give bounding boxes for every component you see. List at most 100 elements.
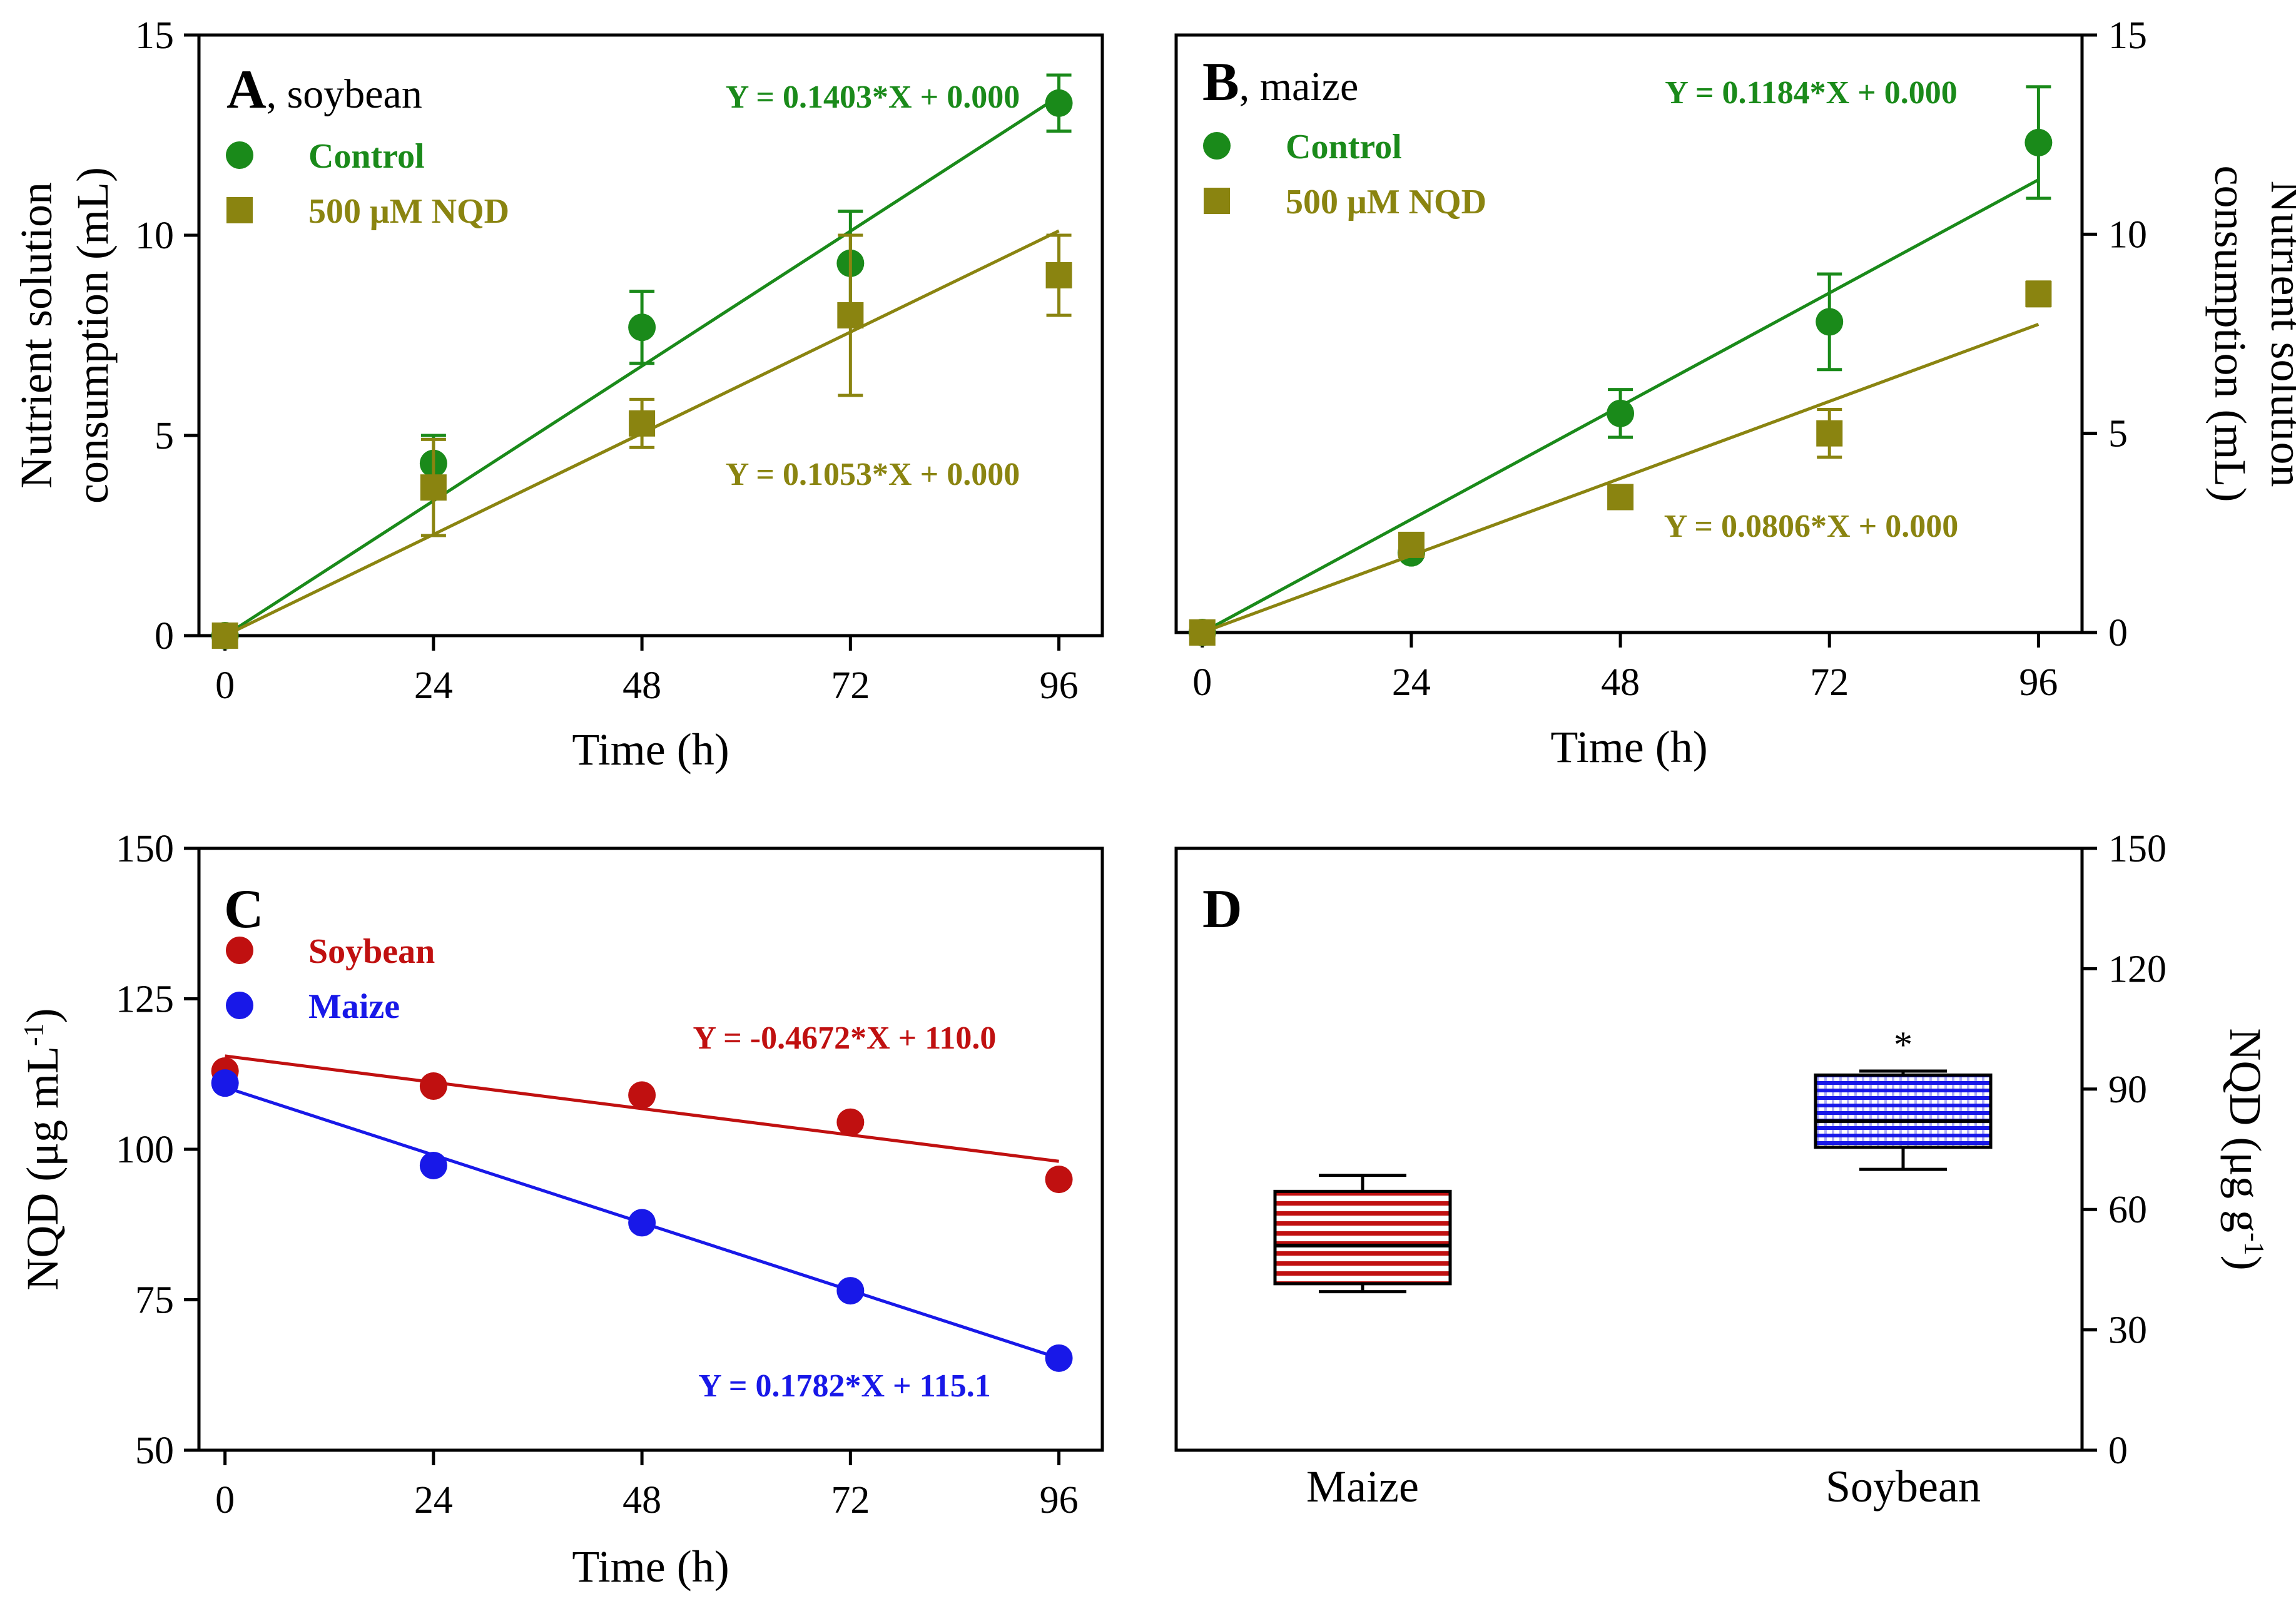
y-axis-title: Nutrient solution (11, 182, 61, 489)
y-axis-title: Nutrient solution (2262, 181, 2296, 487)
y-axis-title: consumption (mL) (2205, 166, 2255, 502)
box-maize (1273, 1189, 1452, 1286)
panel-subtitle: , soybean (267, 71, 422, 117)
plot-frame (1174, 33, 2084, 634)
data-point (837, 302, 864, 328)
panel-c-nqd-depletion: 50 75 100 125 150 0 24 48 72 96 Time (h) C NQD (μg m… (18, 828, 1104, 1592)
data-point (419, 1072, 447, 1100)
y-tick-label: 100 (116, 1129, 174, 1171)
fit-equation: Y = 0.0806*X + 0.000 (1664, 509, 1958, 544)
y-axis-title: NQD (μg g-1) (2220, 1028, 2270, 1270)
category-label: Soybean (1826, 1461, 1981, 1512)
y-tick-label: 10 (2108, 213, 2147, 256)
fit-equation: Y = 0.1053*X + 0.000 (726, 457, 1020, 492)
data-point (1203, 132, 1231, 160)
y-tick-label: 50 (135, 1430, 174, 1472)
x-tick-label: 72 (1810, 661, 1849, 704)
panel-letter: D (1202, 879, 1242, 940)
category-label: Maize (1306, 1461, 1419, 1512)
panel-title: C (224, 879, 264, 940)
fit-equation: Y = 0.1782*X + 115.1 (698, 1368, 991, 1404)
legend-label: Control (1286, 128, 1402, 166)
legend-label: 500 μM NQD (308, 192, 509, 231)
y-tick-label: 75 (135, 1279, 174, 1322)
data-point (1045, 1166, 1073, 1194)
plot-frame (1174, 846, 2084, 1452)
data-point (1607, 484, 1634, 511)
data-point (1045, 1344, 1073, 1372)
panel-title: D (1202, 879, 1242, 940)
x-tick-label: 72 (831, 664, 870, 707)
panel-title: A, soybean (226, 59, 422, 120)
data-point (1398, 531, 1425, 558)
panel-letter: C (224, 879, 264, 940)
data-point (2025, 280, 2052, 307)
y-tick-label: 15 (2108, 14, 2147, 57)
x-tick-label: 0 (1192, 661, 1212, 704)
panel-title: B, maize (1202, 52, 1358, 113)
data-point (2024, 128, 2053, 156)
legend-label: Maize (308, 987, 400, 1026)
data-point (211, 623, 238, 649)
panel-subtitle: , maize (1239, 64, 1359, 109)
x-tick-label: 0 (215, 1479, 235, 1522)
panel-b-maize-consumption: 0 5 10 15 0 24 48 72 96 Time (h) B, maize Nutrient … (1174, 14, 2296, 772)
x-tick-label: 72 (831, 1479, 870, 1522)
data-point (211, 1069, 239, 1097)
x-tick-label: 24 (1392, 661, 1431, 704)
fit-equation: Y = 0.1403*X + 0.000 (726, 79, 1020, 115)
panel-letter: A (226, 59, 267, 120)
data-point (1204, 188, 1230, 214)
x-tick-label: 48 (1601, 661, 1640, 704)
panel-d-nqd-content-boxplot: 0 30 60 90 120 150 D NQD (μg g-1) Maize * Soybean (1174, 828, 2270, 1512)
data-point (1045, 89, 1073, 117)
panel-letter: B (1202, 52, 1239, 113)
data-point (628, 313, 656, 342)
regression-line (224, 94, 1060, 638)
y-tick-label: 150 (2108, 828, 2166, 870)
data-point (629, 410, 656, 437)
data-point (1045, 262, 1072, 288)
x-axis-title: Time (h) (572, 1542, 729, 1592)
y-axis-title: NQD (μg mL-1) (18, 1008, 68, 1290)
y-tick-label: 15 (135, 14, 174, 57)
x-tick-label: 24 (414, 664, 453, 707)
data-point (226, 992, 253, 1019)
y-tick-label: 150 (116, 828, 174, 870)
y-tick-label: 0 (2108, 1430, 2128, 1472)
data-point (226, 141, 253, 169)
data-point (226, 937, 253, 964)
data-point (419, 1151, 447, 1179)
y-tick-label: 90 (2108, 1069, 2147, 1111)
x-tick-label: 48 (622, 664, 661, 707)
data-point (836, 1277, 865, 1305)
y-tick-label: 5 (155, 415, 174, 457)
x-tick-label: 96 (1040, 1479, 1079, 1522)
x-axis-title: Time (h) (572, 724, 729, 775)
data-point (1189, 619, 1216, 646)
data-point (628, 1209, 656, 1237)
y-tick-label: 5 (2108, 413, 2128, 455)
y-tick-label: 10 (135, 215, 174, 257)
x-axis-title: Time (h) (1550, 722, 1707, 772)
y-tick-label: 60 (2108, 1189, 2147, 1231)
plot-frame (197, 33, 1104, 638)
data-point (1607, 399, 1635, 427)
significance-marker: * (1894, 1024, 1912, 1065)
y-axis-title: consumption (mL) (68, 167, 118, 504)
panel-a-soybean-consumption: 0 5 10 15 0 24 48 72 96 Time (h) A, soybean Nutrien… (11, 14, 1104, 775)
regression-line (1201, 323, 2039, 634)
data-point (226, 197, 253, 223)
data-point (628, 1081, 656, 1109)
x-tick-label: 96 (2019, 661, 2058, 704)
data-point (1816, 420, 1843, 447)
fit-equation: Y = -0.4672*X + 110.0 (693, 1020, 997, 1056)
y-tick-label: 0 (2108, 612, 2128, 654)
legend-label: Control (308, 137, 425, 176)
data-point (1816, 308, 1844, 336)
x-tick-label: 96 (1040, 664, 1079, 707)
y-tick-label: 120 (2108, 948, 2166, 990)
x-tick-label: 0 (215, 664, 235, 707)
legend-label: 500 μM NQD (1286, 183, 1486, 221)
